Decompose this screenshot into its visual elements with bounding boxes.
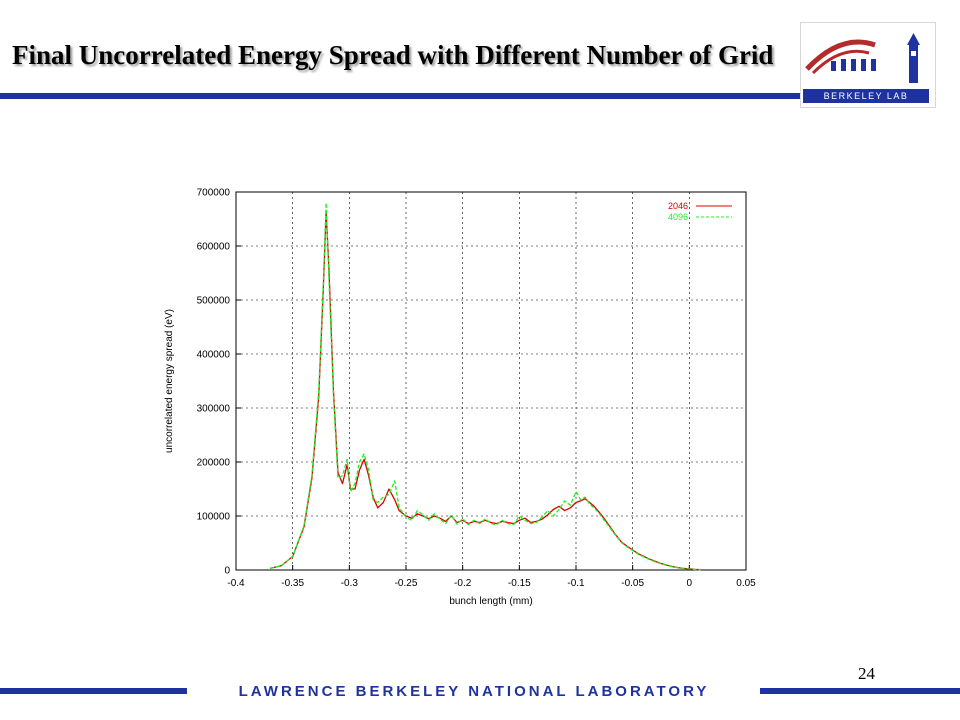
x-tick-label: 0 xyxy=(687,578,693,589)
y-tick-label: 200000 xyxy=(197,458,231,469)
y-tick-label: 400000 xyxy=(197,350,231,361)
x-tick-label: -0.05 xyxy=(621,578,644,589)
x-tick-label: -0.4 xyxy=(227,578,245,589)
slide-title: Final Uncorrelated Energy Spread with Di… xyxy=(12,40,774,70)
legend-label-2046: 2046 xyxy=(668,201,688,211)
y-tick-label: 500000 xyxy=(197,296,231,307)
x-tick-label: 0.05 xyxy=(736,578,756,589)
top-rule xyxy=(0,93,800,99)
energy-spread-chart: -0.4 -0.35 -0.3 -0.25 -0.2 -0.15 -0.1 -0.05 0 0.0… xyxy=(164,188,757,608)
grid xyxy=(236,192,746,570)
footer-rule-right xyxy=(760,688,960,694)
berkeley-lab-logo: BERKELEY LAB xyxy=(800,22,936,108)
y-tick-label: 300000 xyxy=(197,404,231,415)
series-line-4096 xyxy=(269,202,701,571)
legend-label-4096: 4096 xyxy=(668,212,688,222)
x-axis-label: bunch length (mm) xyxy=(449,596,532,607)
footer-lab-name: LAWRENCE BERKELEY NATIONAL LABORATORY xyxy=(238,683,710,700)
logo-text: BERKELEY LAB xyxy=(803,89,929,103)
x-tick-label: -0.15 xyxy=(508,578,531,589)
y-tick-label: 700000 xyxy=(197,188,231,199)
axis-ticks: -0.4 -0.35 -0.3 -0.25 -0.2 -0.15 -0.1 -0.05 0 0.0… xyxy=(197,188,757,590)
y-axis-label: uncorrelated energy spread (eV) xyxy=(164,309,175,453)
y-tick-label: 100000 xyxy=(197,512,231,523)
campanile-logo-icon xyxy=(805,33,920,83)
plot-frame xyxy=(235,191,747,571)
footer-rule-left xyxy=(0,688,187,694)
x-tick-label: -0.3 xyxy=(341,578,359,589)
x-tick-label: -0.1 xyxy=(567,578,585,589)
legend: 2046 4096 xyxy=(668,201,732,222)
x-tick-label: -0.2 xyxy=(454,578,472,589)
series-lines xyxy=(269,202,701,571)
x-tick-label: -0.25 xyxy=(395,578,418,589)
page-number: 24 xyxy=(858,664,875,683)
y-tick-label: 600000 xyxy=(197,242,231,253)
x-tick-label: -0.35 xyxy=(281,578,304,589)
chart-area: -0.4 -0.35 -0.3 -0.25 -0.2 -0.15 -0.1 -0.05 0 0.0… xyxy=(150,180,780,620)
y-tick-label: 0 xyxy=(224,566,230,577)
